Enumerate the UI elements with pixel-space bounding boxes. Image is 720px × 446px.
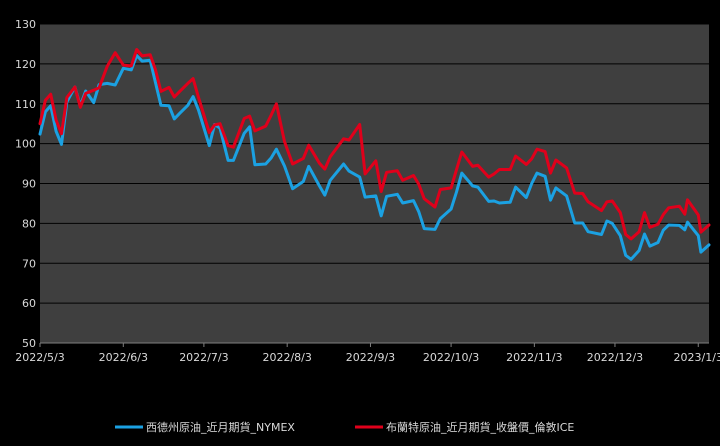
legend-item: 西德州原油_近月期貨_NYMEX (115, 420, 295, 434)
y-tick-label: 70 (22, 257, 36, 270)
gridlines (40, 23, 709, 304)
y-tick-label: 60 (22, 297, 36, 310)
x-tick-label: 2022/10/3 (423, 351, 479, 364)
y-axis: 50 60 70 80 90 100 110 120 130 (15, 18, 36, 350)
y-tick-label: 120 (15, 58, 36, 71)
series-layer (38, 48, 711, 261)
x-tick-label: 2022/11/3 (506, 351, 562, 364)
y-tick-label: 100 (15, 138, 36, 151)
y-tick-label: 90 (22, 178, 36, 191)
series-line-2 (38, 48, 711, 241)
x-tick-label: 2022/8/3 (262, 351, 311, 364)
y-tick-label: 110 (15, 98, 36, 111)
x-tick-label: 2023/1/3 (674, 351, 720, 364)
y-tick-label: 50 (22, 337, 36, 350)
legend-item: 布蘭特原油_近月期貨_收盤價_倫敦ICE (355, 420, 574, 434)
x-tick-label: 2022/6/3 (99, 351, 148, 364)
y-tick-label: 80 (22, 217, 36, 230)
x-tick-label: 2022/9/3 (346, 351, 395, 364)
x-tick-label: 2022/5/3 (15, 351, 64, 364)
x-axis: 2022/5/3 2022/6/3 2022/7/3 2022/8/3 2022/9/3… (15, 342, 720, 364)
legend-label: 西德州原油_近月期貨_NYMEX (146, 420, 295, 434)
legend: 西德州原油_近月期貨_NYMEX 布蘭特原油_近月期貨_收盤價_倫敦ICE (115, 420, 574, 434)
y-tick-label: 130 (15, 18, 36, 31)
x-tick-label: 2022/7/3 (179, 351, 228, 364)
legend-label: 布蘭特原油_近月期貨_收盤價_倫敦ICE (386, 420, 574, 434)
x-tick-label: 2022/12/3 (587, 351, 643, 364)
series-line-1 (38, 54, 711, 261)
